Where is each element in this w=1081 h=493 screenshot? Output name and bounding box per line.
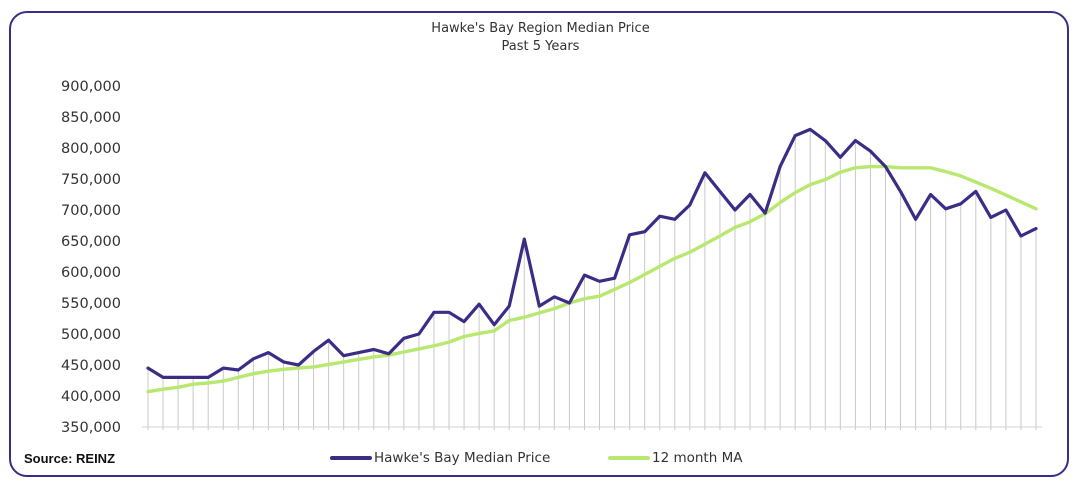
y-tick-label: 400,000 [61, 389, 121, 405]
y-tick-label: 600,000 [61, 265, 121, 281]
y-tick-label: 550,000 [61, 296, 121, 312]
y-tick-label: 850,000 [61, 110, 121, 126]
legend-label-median-price: Hawke's Bay Median Price [374, 450, 551, 466]
legend-item-median-price: Hawke's Bay Median Price [330, 450, 550, 466]
legend-swatch-12-month-ma [608, 456, 650, 460]
y-tick-label: 450,000 [61, 358, 121, 374]
source-note: Source: REINZ [24, 451, 116, 466]
y-tick-label: 500,000 [61, 327, 121, 343]
y-tick-label: 900,000 [61, 79, 121, 95]
y-tick-label: 700,000 [61, 203, 121, 219]
chart-title: Hawke's Bay Region Median Price [431, 21, 650, 36]
series-layer [146, 127, 1038, 394]
legend-swatch-median-price [330, 456, 372, 460]
series-line-12-month-ma [146, 164, 1038, 394]
y-axis: 350,000 400,000 450,000 500,000 550,000 600,0… [61, 79, 121, 436]
legend-label-12-month-ma: 12 month MA [652, 450, 743, 466]
chart-subtitle: Past 5 Years [501, 39, 580, 54]
y-tick-label: 750,000 [61, 172, 121, 188]
y-tick-label: 650,000 [61, 234, 121, 250]
legend-item-12-month-ma: 12 month MA [608, 450, 742, 466]
chart-title-block: Hawke's Bay Region Median Price Past 5 Y… [0, 20, 1081, 56]
y-tick-label: 350,000 [61, 420, 121, 436]
drop-lines [147, 129, 1037, 430]
series-line-median-price [146, 127, 1038, 379]
y-tick-label: 800,000 [61, 141, 121, 157]
